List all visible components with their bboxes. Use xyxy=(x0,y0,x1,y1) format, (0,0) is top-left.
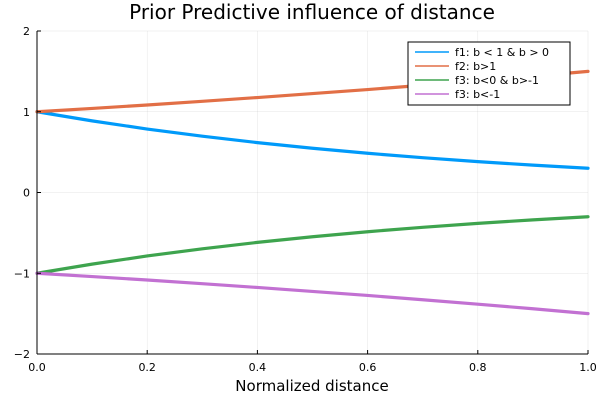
y-tick-label: −1 xyxy=(14,267,30,280)
tick-labels: 0.0 0.2 0.4 0.6 0.8 1.0 −2 −1 0 1 2 xyxy=(14,25,597,374)
x-tick-label: 0.8 xyxy=(469,361,487,374)
x-tick-label: 0.6 xyxy=(359,361,377,374)
y-tick-label: −2 xyxy=(14,348,30,361)
series-line-1 xyxy=(35,110,590,170)
x-tick-label: 0.4 xyxy=(249,361,267,374)
x-tick-label: 0.2 xyxy=(138,361,156,374)
series-line-3 xyxy=(35,215,590,275)
chart-title: Prior Predictive influence of distance xyxy=(129,0,495,24)
x-tick-label: 0.0 xyxy=(28,361,46,374)
y-tick-label: 1 xyxy=(23,106,30,119)
y-tick-label: 0 xyxy=(23,187,30,200)
x-tick-label: 1.0 xyxy=(579,361,597,374)
x-axis-label: Normalized distance xyxy=(235,377,388,395)
y-tick-label: 2 xyxy=(23,25,30,38)
legend-label: f2: b>1 xyxy=(455,60,496,73)
legend-label: f3: b<-1 xyxy=(455,88,500,101)
legend-label: f3: b<0 & b>-1 xyxy=(455,74,539,87)
legend-label: f1: b < 1 & b > 0 xyxy=(455,46,549,59)
series-line-4 xyxy=(35,271,590,316)
legend: f1: b < 1 & b > 0f2: b>1f3: b<0 & b>-1f3… xyxy=(407,41,571,106)
